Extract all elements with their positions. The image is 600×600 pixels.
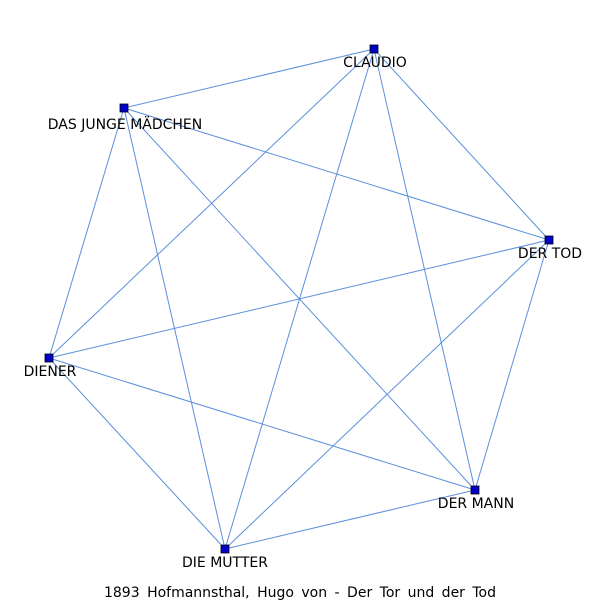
node-diener (44, 353, 54, 363)
edges-layer (48, 48, 550, 550)
node-die-mutter (220, 544, 230, 554)
edge-diener-der-mann (48, 357, 476, 491)
edge-der-tod-die-mutter (224, 239, 550, 550)
edge-claudio-das-junge-maedchen (123, 48, 375, 109)
node-label-claudio: CLAUDIO (343, 55, 407, 71)
edge-diener-die-mutter (48, 357, 226, 550)
node-claudio (369, 44, 379, 54)
node-label-diener: DIENER (24, 364, 77, 380)
node-label-die-mutter: DIE MUTTER (182, 555, 268, 571)
node-label-das-junge-maedchen: DAS JUNGE MÄDCHEN (48, 115, 203, 133)
edge-claudio-der-tod (373, 48, 550, 241)
node-label-der-tod: DER TOD (518, 246, 582, 262)
edge-das-junge-maedchen-diener (48, 107, 125, 359)
node-der-mann (470, 485, 480, 495)
node-das-junge-maedchen (119, 103, 129, 113)
node-label-der-mann: DER MANN (438, 496, 514, 512)
nodes-layer (44, 44, 554, 554)
labels-layer: CLAUDIO DAS JUNGE MÄDCHEN DER TOD DIENER DER… (24, 55, 582, 571)
edge-das-junge-maedchen-der-tod (123, 107, 550, 241)
graph-caption: 1893 Hofmannsthal, Hugo von - Der Tor un… (104, 585, 496, 600)
edge-der-tod-diener (48, 239, 550, 359)
edge-der-tod-der-mann (474, 239, 550, 491)
edge-der-mann-die-mutter (224, 489, 476, 550)
node-der-tod (544, 235, 554, 245)
